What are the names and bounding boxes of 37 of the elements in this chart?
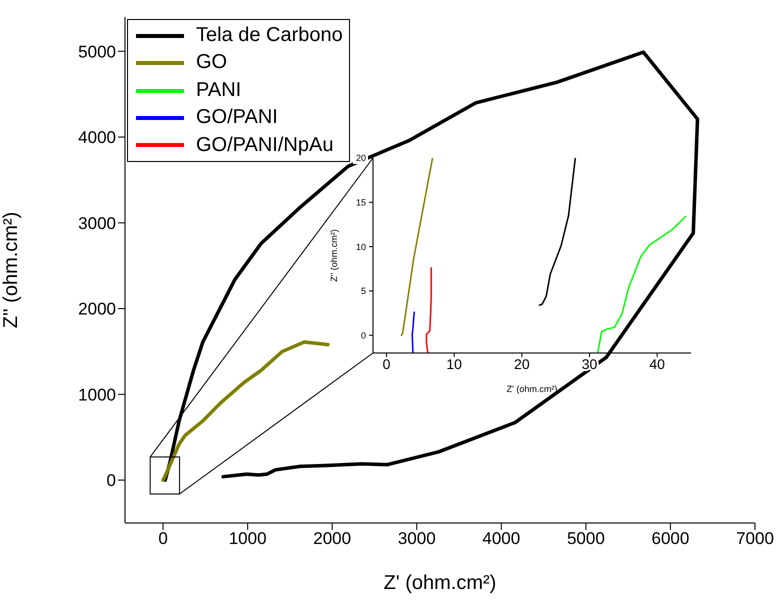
y-tick-label: 4000 [78, 128, 116, 148]
x-tick-label: 5000 [566, 529, 605, 548]
legend-label: GO/PANI [196, 105, 278, 130]
y-tick-label: 0 [106, 471, 116, 490]
y-axis-title: Z'' (ohm.cm²) [0, 212, 22, 328]
line-series [400, 158, 434, 336]
x-tick-label: 40 [649, 356, 666, 372]
x-tick-label: 10 [446, 356, 462, 372]
x-tick-label: 4000 [482, 529, 520, 548]
x-tick-label: 0 [382, 356, 391, 372]
x-tick-label: 6000 [652, 529, 690, 548]
y-tick-label: 2000 [78, 300, 116, 319]
legend-label: Tela de Carbono [196, 23, 343, 48]
y-tick-label: 5 [360, 286, 366, 296]
legend-label: GO/PANI/NpAu [196, 132, 334, 158]
y-axis-title: Z'' (ohm.cm²) [329, 229, 340, 282]
x-tick-label: 0 [158, 529, 168, 548]
line-series [426, 267, 432, 353]
legend-label: GO [196, 50, 228, 76]
line-series [596, 216, 686, 353]
x-axis-title: Z' (ohm.cm²) [506, 384, 558, 394]
line-series [538, 158, 576, 306]
y-tick-label: 10 [356, 242, 366, 252]
x-tick-label: 7000 [736, 529, 774, 548]
x-tick-label: 2000 [313, 529, 352, 548]
x-axis-title: Z' (ohm.cm²) [384, 572, 496, 594]
line-series [411, 311, 416, 353]
y-tick-label: 15 [356, 197, 366, 208]
y-tick-label: 5000 [78, 42, 116, 62]
y-tick-label: 20 [356, 153, 366, 164]
y-tick-label: 1000 [78, 385, 116, 404]
y-tick-label: 3000 [78, 214, 116, 233]
x-tick-label: 20 [514, 356, 530, 372]
y-tick-label: 0 [360, 330, 366, 340]
legend-label: PANI [196, 78, 242, 103]
x-tick-label: 1000 [228, 529, 267, 548]
x-tick-label: 3000 [398, 529, 436, 548]
